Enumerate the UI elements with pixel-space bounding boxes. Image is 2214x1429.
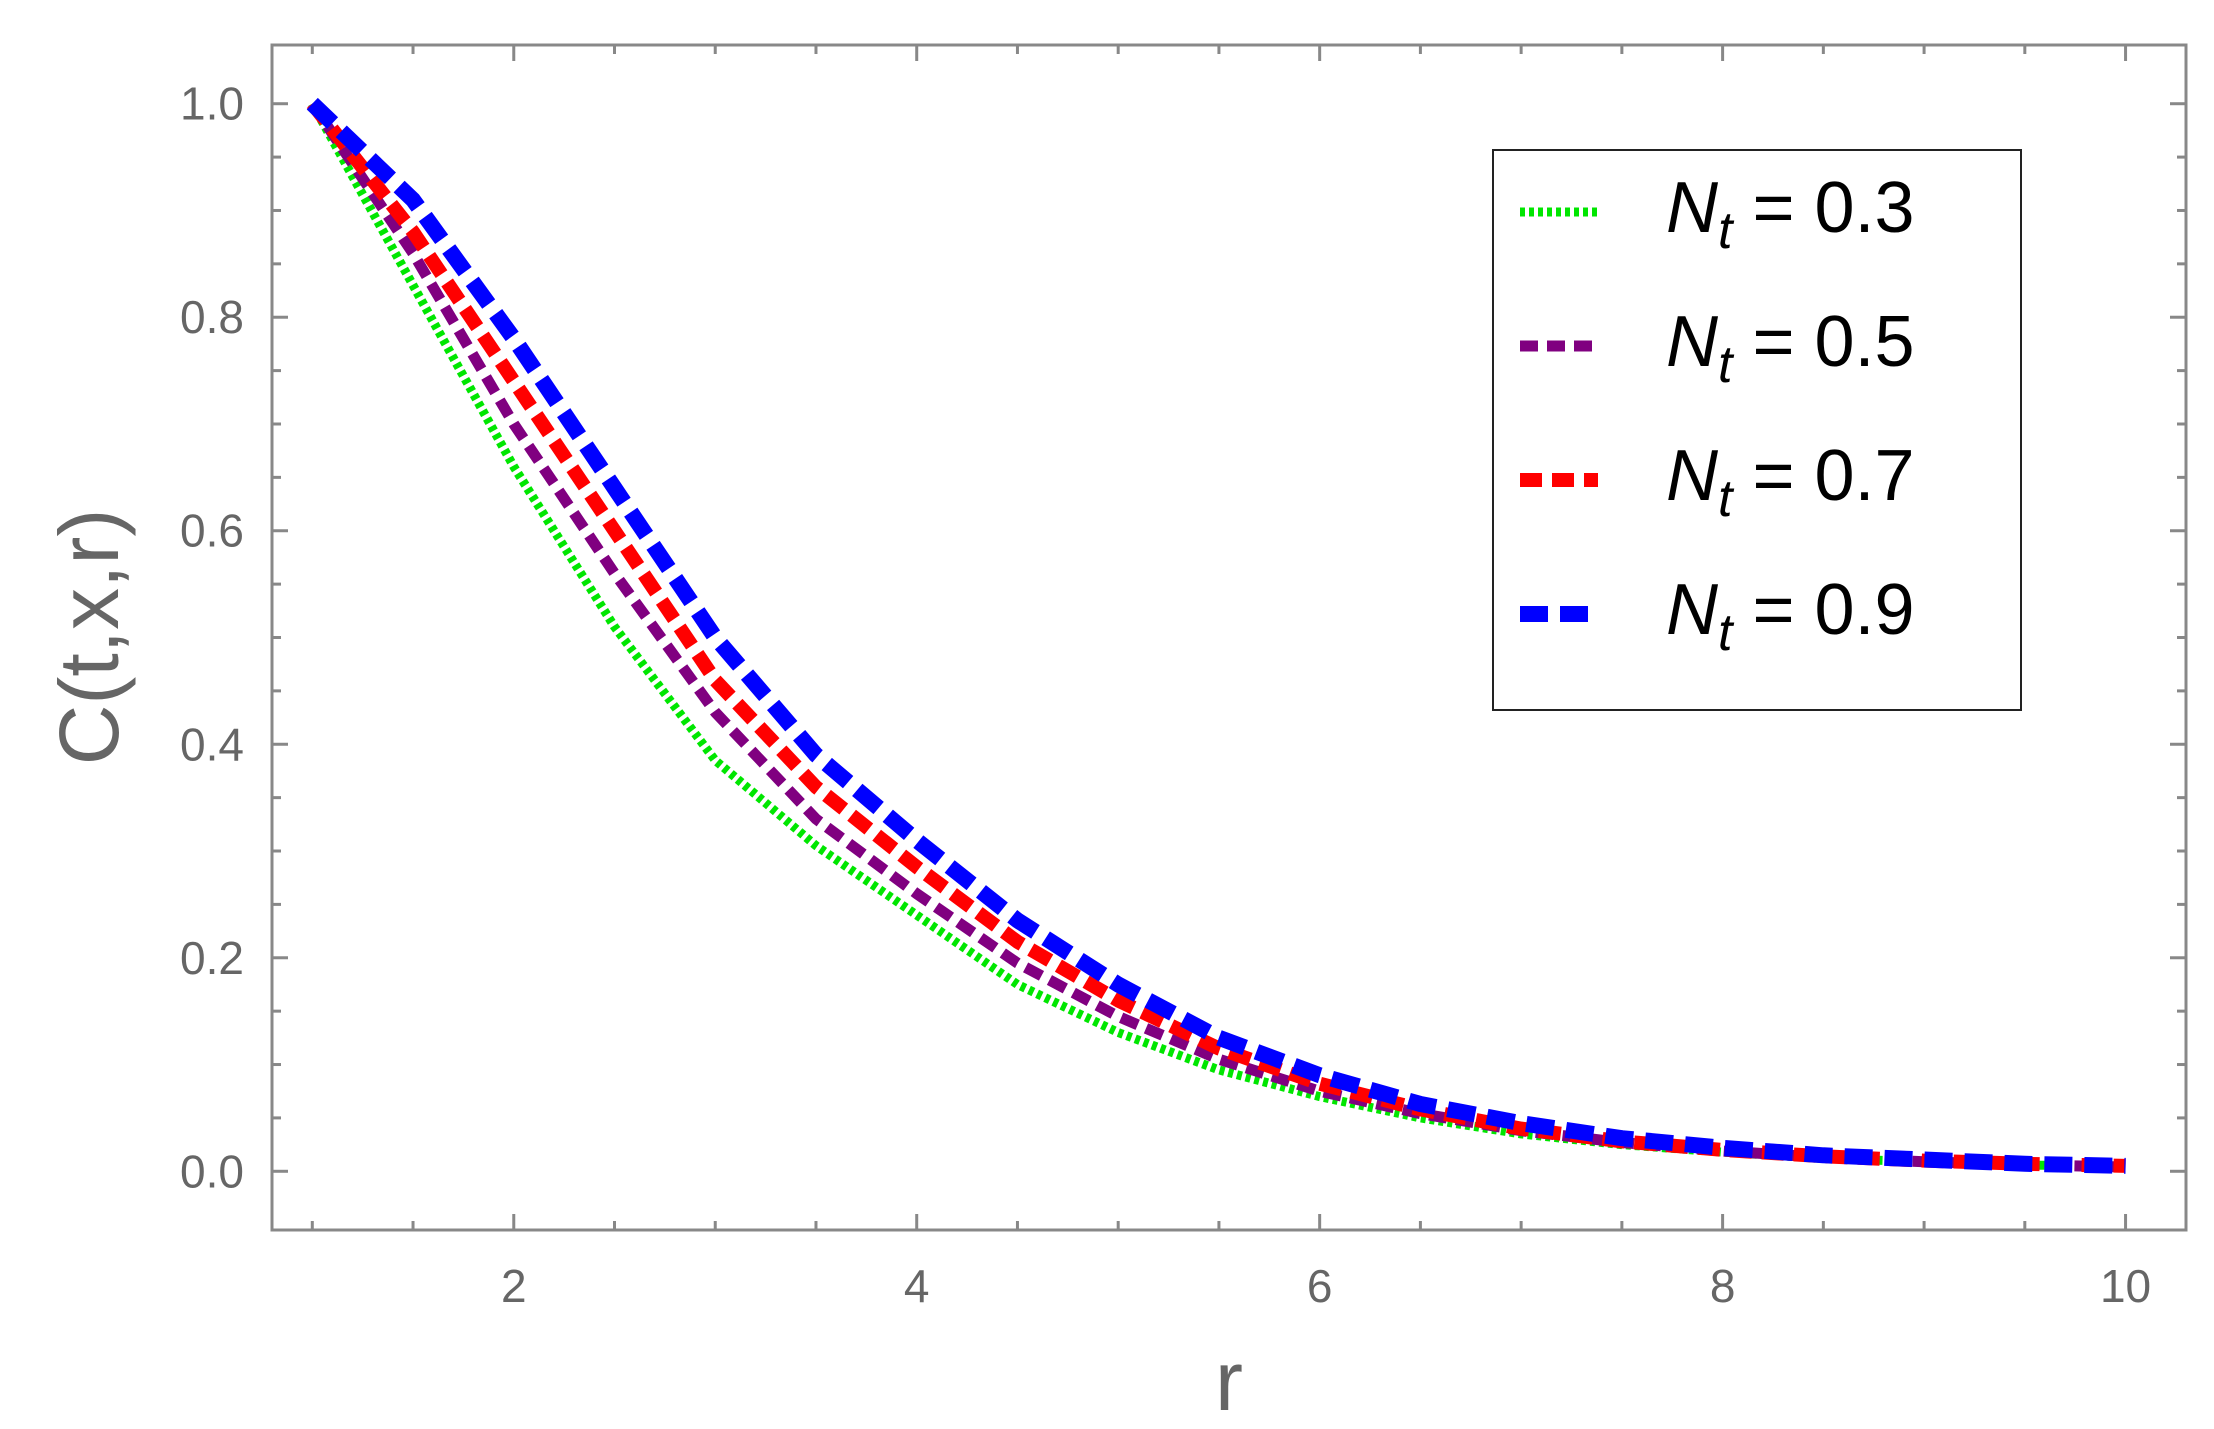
x-tick-label: 10 xyxy=(2100,1260,2151,1312)
y-tick-label: 1.0 xyxy=(180,78,244,130)
series-line xyxy=(306,99,2126,1173)
y-tick-label: 0.0 xyxy=(180,1145,244,1197)
y-tick-label: 0.2 xyxy=(180,932,244,984)
x-tick-label: 6 xyxy=(1307,1260,1333,1312)
x-tick-label: 4 xyxy=(904,1260,930,1312)
y-tick-label: 0.8 xyxy=(180,291,244,343)
legend-label: Nt = 0.9 xyxy=(1666,570,1915,662)
legend: Nt = 0.3 Nt = 0.5 Nt = 0.7 Nt = 0.9 xyxy=(1492,149,2022,711)
series-lines xyxy=(306,97,2126,1174)
legend-label: Nt = 0.3 xyxy=(1666,168,1915,260)
y-tick-label: 0.6 xyxy=(180,505,244,557)
x-tick-label: 8 xyxy=(1710,1260,1736,1312)
axis-ticks xyxy=(272,45,2186,1230)
series-line xyxy=(308,101,2126,1172)
y-tick-label: 0.4 xyxy=(180,718,244,770)
axis-tick-labels: 2 4 6 8 10 0.0 0.2 0.4 0.6 0.8 1.0 xyxy=(180,78,2151,1312)
legend-label: Nt = 0.7 xyxy=(1666,436,1915,528)
x-tick-label: 2 xyxy=(501,1260,527,1312)
series-line xyxy=(306,97,2126,1174)
x-axis-title: r xyxy=(1215,1334,1243,1428)
y-axis-title: C(t,x,r) xyxy=(42,509,136,766)
legend-label: Nt = 0.5 xyxy=(1666,302,1915,394)
